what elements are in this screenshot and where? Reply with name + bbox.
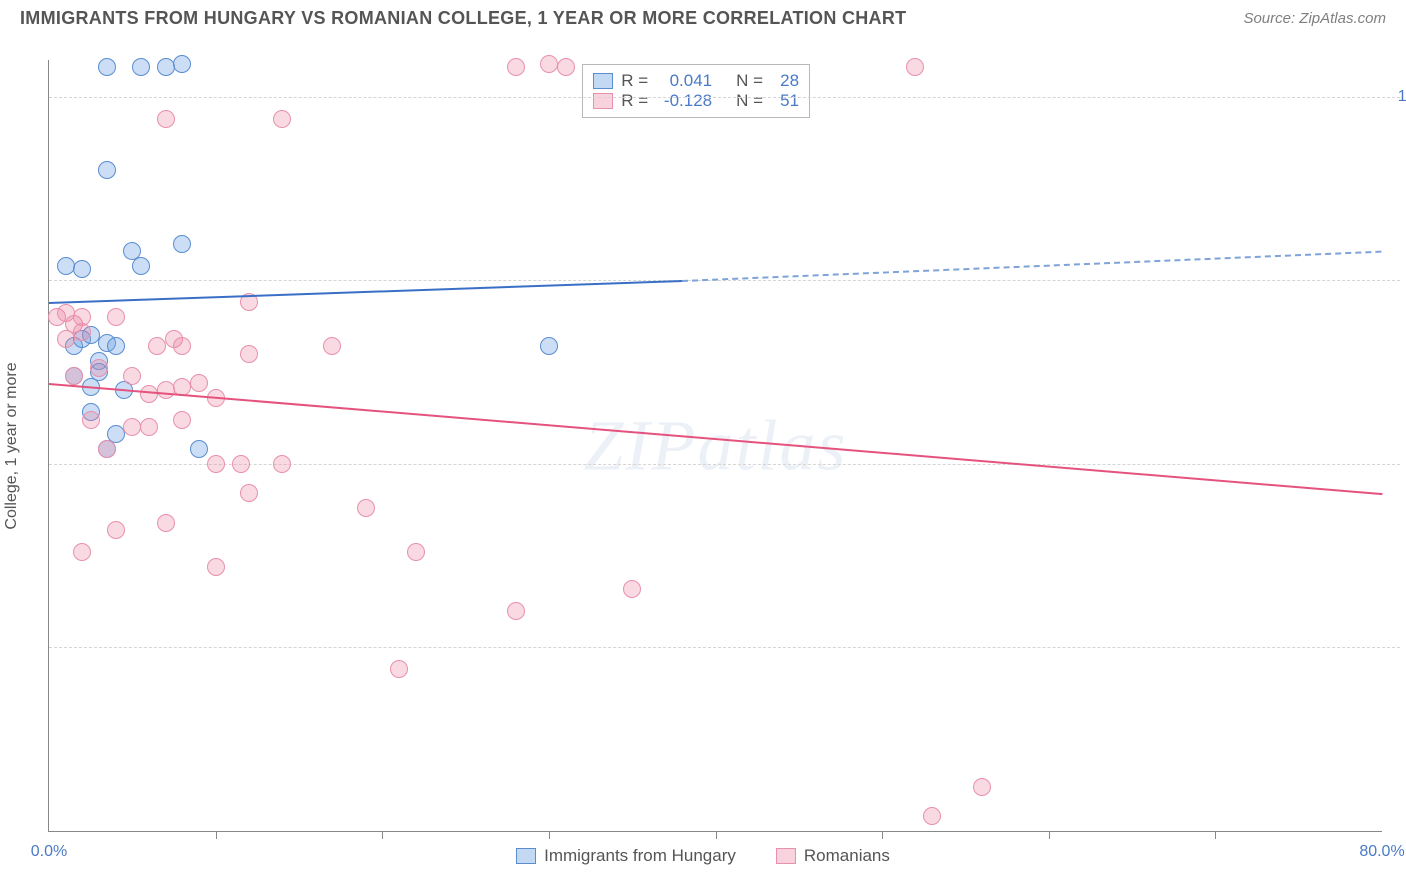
data-point xyxy=(507,602,525,620)
y-axis-label: College, 1 year or more xyxy=(3,362,21,529)
x-minor-tick xyxy=(549,831,550,839)
data-point xyxy=(923,807,941,825)
data-point xyxy=(173,337,191,355)
stats-legend: R = 0.041 N = 28 R = -0.128 N = 51 xyxy=(582,64,810,118)
x-minor-tick xyxy=(382,831,383,839)
x-minor-tick xyxy=(1049,831,1050,839)
data-point xyxy=(140,418,158,436)
legend-swatch xyxy=(776,848,796,864)
data-point xyxy=(132,257,150,275)
y-tick-label: 50.0% xyxy=(1392,455,1406,473)
data-point xyxy=(973,778,991,796)
data-point xyxy=(507,58,525,76)
legend-item: Immigrants from Hungary xyxy=(516,846,736,866)
data-point xyxy=(57,330,75,348)
data-point xyxy=(540,337,558,355)
y-tick-label: 100.0% xyxy=(1392,88,1406,106)
chart-title: IMMIGRANTS FROM HUNGARY VS ROMANIAN COLL… xyxy=(20,8,906,29)
data-point xyxy=(57,257,75,275)
stats-row: R = -0.128 N = 51 xyxy=(593,91,799,111)
data-point xyxy=(132,58,150,76)
data-point xyxy=(98,58,116,76)
legend-swatch xyxy=(593,93,613,109)
data-point xyxy=(390,660,408,678)
data-point xyxy=(107,308,125,326)
r-value: -0.128 xyxy=(656,91,712,111)
data-point xyxy=(90,359,108,377)
data-point xyxy=(157,110,175,128)
data-point xyxy=(123,418,141,436)
data-point xyxy=(140,385,158,403)
data-point xyxy=(65,367,83,385)
source-label: Source: ZipAtlas.com xyxy=(1243,10,1386,27)
bottom-legend: Immigrants from Hungary Romanians xyxy=(0,846,1406,866)
legend-label: Immigrants from Hungary xyxy=(544,846,736,866)
trend-line xyxy=(49,383,1382,495)
n-value: 28 xyxy=(771,71,799,91)
legend-swatch xyxy=(516,848,536,864)
data-point xyxy=(107,337,125,355)
data-point xyxy=(623,580,641,598)
stats-row: R = 0.041 N = 28 xyxy=(593,71,799,91)
gridline xyxy=(49,647,1400,648)
data-point xyxy=(240,345,258,363)
data-point xyxy=(906,58,924,76)
trend-line xyxy=(49,280,682,304)
data-point xyxy=(73,323,91,341)
data-point xyxy=(232,455,250,473)
data-point xyxy=(107,521,125,539)
data-point xyxy=(157,514,175,532)
data-point xyxy=(173,55,191,73)
legend-item: Romanians xyxy=(776,846,890,866)
data-point xyxy=(148,337,166,355)
data-point xyxy=(190,440,208,458)
r-value: 0.041 xyxy=(656,71,712,91)
data-point xyxy=(173,411,191,429)
data-point xyxy=(207,455,225,473)
data-point xyxy=(82,411,100,429)
n-label: N = xyxy=(736,91,763,111)
x-minor-tick xyxy=(716,831,717,839)
data-point xyxy=(273,455,291,473)
data-point xyxy=(173,235,191,253)
trend-line xyxy=(682,251,1382,282)
gridline xyxy=(49,97,1400,98)
r-label: R = xyxy=(621,91,648,111)
data-point xyxy=(98,161,116,179)
data-point xyxy=(557,58,575,76)
data-point xyxy=(540,55,558,73)
data-point xyxy=(240,484,258,502)
data-point xyxy=(190,374,208,392)
gridline xyxy=(49,464,1400,465)
data-point xyxy=(157,381,175,399)
data-point xyxy=(73,543,91,561)
r-label: R = xyxy=(621,71,648,91)
data-point xyxy=(407,543,425,561)
x-minor-tick xyxy=(1215,831,1216,839)
x-minor-tick xyxy=(882,831,883,839)
gridline xyxy=(49,280,1400,281)
data-point xyxy=(73,260,91,278)
data-point xyxy=(323,337,341,355)
chart-area: College, 1 year or more ZIPatlas R =0.04… xyxy=(48,60,1382,832)
y-tick-label: 25.0% xyxy=(1392,638,1406,656)
n-value: 51 xyxy=(771,91,799,111)
data-point xyxy=(207,558,225,576)
data-point xyxy=(98,440,116,458)
y-tick-label: 75.0% xyxy=(1392,271,1406,289)
plot-region: ZIPatlas R =0.041N =28R =-0.128N =51 25.… xyxy=(48,60,1382,832)
n-label: N = xyxy=(736,71,763,91)
x-minor-tick xyxy=(216,831,217,839)
legend-swatch xyxy=(593,73,613,89)
data-point xyxy=(157,58,175,76)
legend-label: Romanians xyxy=(804,846,890,866)
data-point xyxy=(273,110,291,128)
data-point xyxy=(357,499,375,517)
data-point xyxy=(123,367,141,385)
